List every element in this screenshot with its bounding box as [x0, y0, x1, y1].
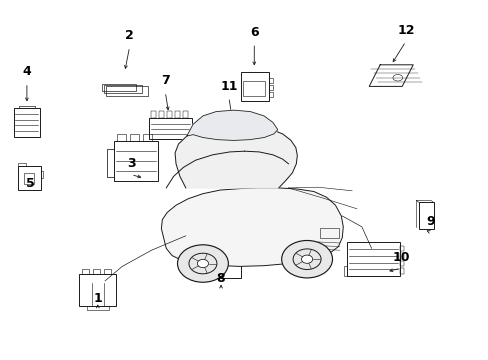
- Text: 5: 5: [26, 177, 35, 190]
- Bar: [106, 86, 147, 96]
- Bar: [400, 261, 403, 266]
- Text: 6: 6: [249, 26, 258, 39]
- Bar: [204, 249, 215, 256]
- Bar: [269, 85, 272, 90]
- Bar: [183, 111, 188, 118]
- Bar: [41, 171, 43, 178]
- Text: 10: 10: [391, 251, 409, 264]
- Bar: [269, 92, 272, 97]
- Bar: [220, 134, 230, 142]
- Bar: [148, 118, 191, 139]
- Bar: [418, 202, 433, 230]
- Text: 4: 4: [22, 65, 31, 78]
- Text: 12: 12: [396, 24, 414, 37]
- Circle shape: [301, 255, 312, 263]
- Bar: [82, 269, 89, 274]
- Bar: [102, 84, 136, 90]
- Bar: [201, 249, 241, 278]
- Bar: [24, 173, 34, 184]
- Bar: [130, 134, 139, 141]
- Text: 11: 11: [220, 80, 237, 93]
- Text: 8: 8: [216, 272, 225, 285]
- Bar: [204, 267, 224, 275]
- Bar: [218, 122, 245, 143]
- Bar: [400, 268, 403, 274]
- Bar: [346, 242, 400, 276]
- Bar: [400, 246, 403, 251]
- Bar: [142, 134, 151, 141]
- Bar: [269, 78, 272, 83]
- Bar: [218, 249, 229, 256]
- Text: 3: 3: [126, 157, 135, 170]
- Bar: [175, 111, 180, 118]
- Bar: [18, 166, 41, 190]
- Bar: [400, 253, 403, 258]
- Bar: [93, 269, 100, 274]
- Text: 9: 9: [425, 215, 434, 228]
- Bar: [159, 111, 164, 118]
- Bar: [104, 85, 142, 93]
- Bar: [151, 111, 156, 118]
- Bar: [233, 123, 244, 132]
- Bar: [18, 163, 26, 166]
- Bar: [79, 274, 116, 306]
- Polygon shape: [186, 110, 277, 140]
- Bar: [14, 108, 40, 137]
- Bar: [218, 256, 229, 262]
- Bar: [104, 269, 111, 274]
- Bar: [204, 256, 215, 262]
- Circle shape: [177, 245, 228, 282]
- Polygon shape: [175, 125, 297, 188]
- Bar: [220, 123, 230, 132]
- Text: 1: 1: [93, 292, 102, 305]
- Circle shape: [281, 240, 332, 278]
- Bar: [167, 111, 172, 118]
- Text: 7: 7: [161, 74, 169, 87]
- Bar: [344, 266, 346, 276]
- Bar: [233, 134, 244, 142]
- Bar: [117, 134, 126, 141]
- Bar: [114, 141, 158, 181]
- Text: 2: 2: [125, 29, 134, 42]
- Bar: [320, 228, 338, 238]
- Bar: [243, 81, 264, 96]
- Circle shape: [197, 260, 208, 267]
- Bar: [241, 72, 269, 101]
- Polygon shape: [161, 188, 343, 266]
